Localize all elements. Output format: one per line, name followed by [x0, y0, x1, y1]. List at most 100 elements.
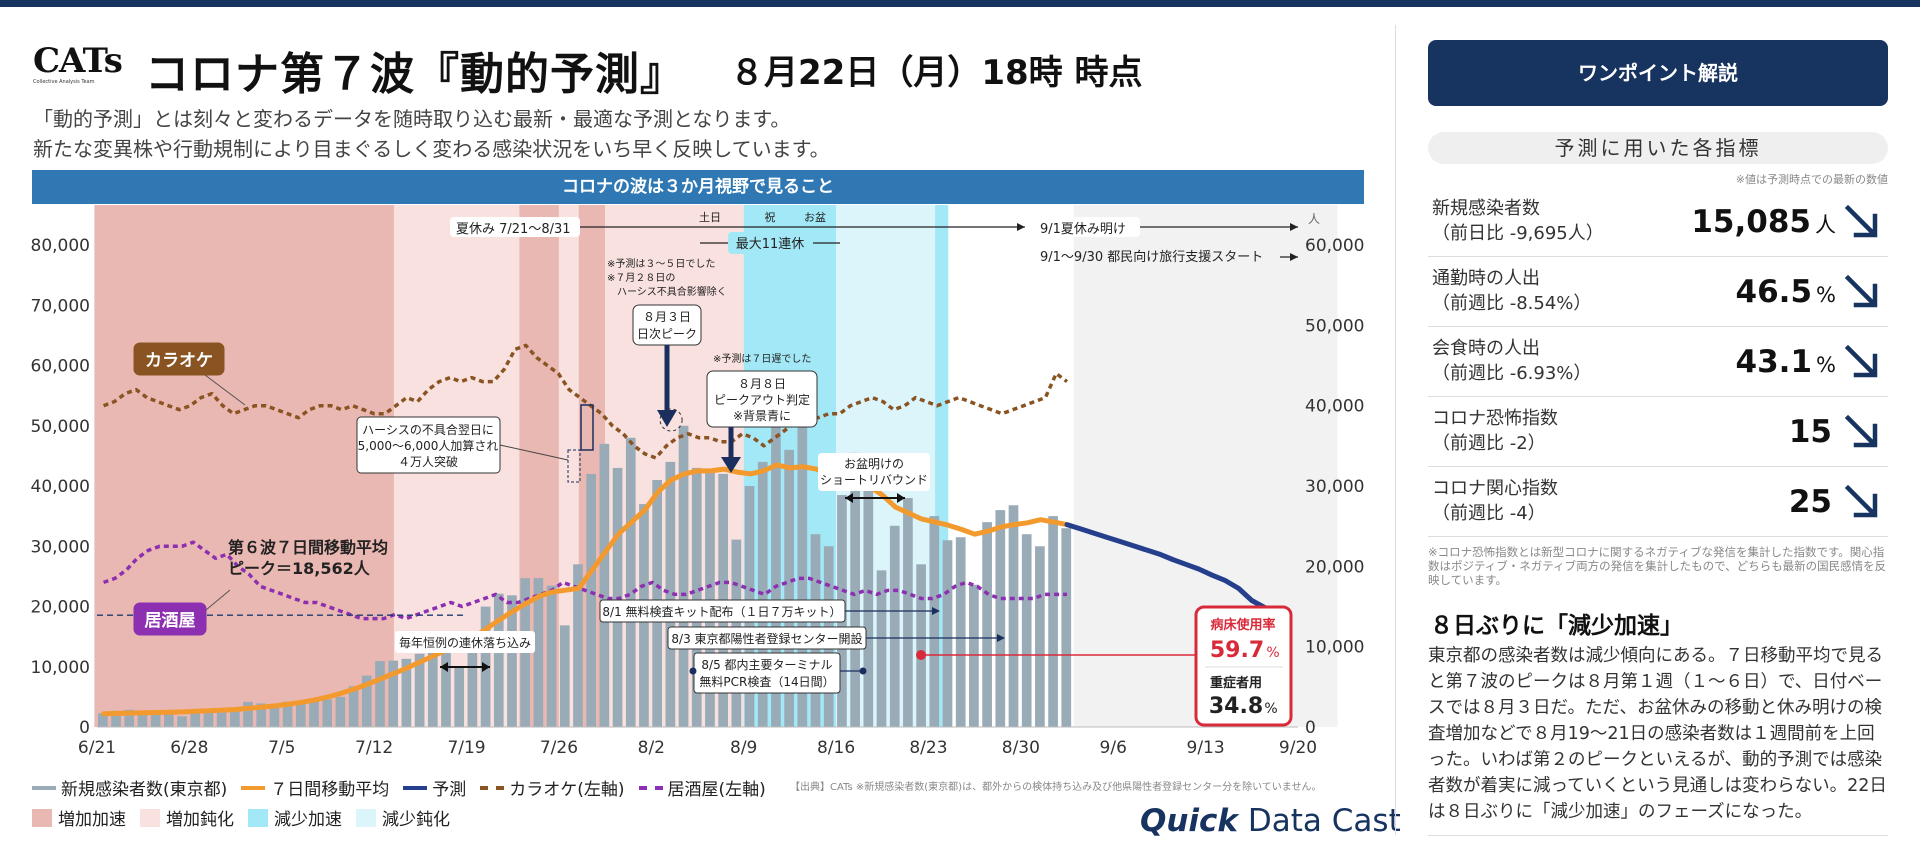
- summer-box: [450, 217, 580, 237]
- legend-swatch: [248, 808, 268, 827]
- bar: [493, 593, 504, 727]
- indicator-value: 25: [1788, 484, 1832, 520]
- y-right-tick: 30,000: [1305, 477, 1364, 497]
- bar: [454, 667, 465, 727]
- x-tick: 7/12: [355, 738, 393, 758]
- terminal-label: 8/5 都内主要ターミナル: [701, 658, 832, 672]
- bar: [441, 652, 451, 727]
- bar: [282, 701, 293, 727]
- izakaya-label: 居酒屋: [145, 610, 196, 631]
- holiday-drop-box: [395, 631, 535, 653]
- bar: [1021, 534, 1032, 727]
- sixth-wave-label: ピーク＝18,562人: [228, 559, 371, 578]
- x-tick: 7/26: [540, 738, 578, 758]
- x-tick: 8/23: [909, 738, 947, 758]
- bar: [401, 658, 412, 727]
- karaoke-label: カラオケ: [145, 351, 213, 371]
- legend-bars: 新規感染者数(東京都): [32, 775, 227, 800]
- kit-label: 8/1 無料検査キット配布（１日７万キット）: [602, 604, 841, 619]
- bar: [599, 443, 610, 727]
- indicators-heading: 予測に用いた各指標: [1428, 132, 1888, 164]
- predict-note: ※７月２８日の: [607, 272, 675, 284]
- bar: [586, 473, 597, 727]
- hers-highlight: [567, 449, 581, 483]
- y-left-tick: 40,000: [31, 477, 90, 497]
- bar: [546, 585, 557, 727]
- legend-swatch: [480, 785, 505, 790]
- bar: [969, 584, 979, 727]
- bar: [467, 636, 478, 727]
- obon-label: ショートリバウンド: [820, 473, 928, 487]
- hers-label: ハーシスの不具合翌日に: [362, 422, 494, 437]
- bed-label: 病床使用率: [1210, 617, 1275, 633]
- commentary-headline: ８日ぶりに「減少加速」: [1430, 613, 1683, 639]
- terminal-dot: [859, 667, 867, 675]
- y-right-tick: 20,000: [1305, 557, 1364, 577]
- arrow-head: [1290, 223, 1298, 231]
- legend-dec-accel: 減少加速: [248, 805, 342, 830]
- quick-data-cast-logo: Quick Data Cast: [1140, 803, 1401, 839]
- bar: [797, 425, 808, 727]
- center-label: 8/3 東京都陽性者登録センター開設: [671, 631, 862, 646]
- bar: [1035, 546, 1045, 727]
- as-of-date: ８月22日（月）18時 時点: [730, 53, 1143, 93]
- indicator-row: コロナ恐怖指数 （前週比 -2） 15: [1428, 398, 1888, 467]
- bar: [111, 710, 121, 727]
- y-right-unit: 人: [1308, 212, 1320, 226]
- severe-label: 重症者用: [1210, 675, 1262, 691]
- x-tick: 7/5: [268, 738, 295, 758]
- y-left-tick: 60,000: [31, 357, 90, 377]
- bed-value: 59.7: [1210, 638, 1264, 663]
- legend-swatch: [403, 785, 428, 790]
- down-right-arrow-icon: [1844, 414, 1878, 448]
- bar: [889, 525, 900, 727]
- legend-izakaya: 居酒屋(左軸): [638, 775, 766, 800]
- summer-end-label: 9/1夏休み明け: [1040, 222, 1126, 237]
- bar: [876, 570, 887, 727]
- peakout-note: ※予測は７日遅でした: [713, 352, 811, 365]
- bar: [771, 413, 781, 727]
- x-tick: 6/28: [170, 738, 208, 758]
- indicator-row: 会食時の人出 （前週比 -6.93%） 43.1%: [1428, 328, 1888, 397]
- legend-row-2: 増加加速 増加鈍化 減少加速 減少鈍化: [32, 805, 464, 830]
- covid-chart: 0 10,000 20,000 30,000 40,000 50,000 60,000 70,…: [31, 205, 1364, 758]
- terminal-label: 無料PCR検査（14日間）: [699, 674, 834, 689]
- legend-inc-slow: 増加鈍化: [140, 805, 234, 830]
- one-point-button[interactable]: ワンポイント解説: [1428, 40, 1888, 106]
- bar: [995, 510, 1006, 727]
- indicator-name: 通勤時の人出 （前週比 -8.54%）: [1432, 268, 1592, 314]
- travel-label: 9/1～9/30 都民向け旅行支援スタート: [1040, 249, 1263, 265]
- x-tick: 8/30: [1002, 738, 1040, 758]
- indicator-value: 15,085 人: [1691, 204, 1836, 240]
- bar: [229, 710, 240, 727]
- predict-note: ※予測は３～５日でした: [607, 257, 715, 270]
- description-line-2: 新たな変異株や行動規制により目まぐるしく変わる感染状況をいち早く反映しています。: [33, 137, 830, 161]
- peakout-label: ピークアウト判定: [714, 392, 810, 407]
- bar: [295, 701, 306, 727]
- summer-end-box: [1035, 217, 1140, 237]
- y-right-tick: 40,000: [1305, 397, 1364, 417]
- holiday-label: 祝: [765, 210, 776, 224]
- arrow-head: [1017, 223, 1025, 231]
- bar: [256, 703, 267, 727]
- peakout-label: ８月８日: [738, 377, 786, 391]
- bar: [1008, 505, 1019, 727]
- weekend-label: 土日: [699, 211, 721, 224]
- karaoke-leader: [204, 374, 246, 406]
- bar: [427, 650, 438, 727]
- obon-box: [818, 453, 930, 491]
- peak-arrow-head: [657, 410, 677, 427]
- y-left-tick: 10,000: [31, 658, 90, 678]
- hers-leader: [499, 444, 569, 461]
- sixth-wave-label: 第６波７日間移動平均: [228, 538, 388, 557]
- legend-swatch: [638, 785, 663, 790]
- summer-label: 夏休み 7/21～8/31: [456, 222, 571, 237]
- bar: [388, 660, 399, 727]
- legend-karaoke: カラオケ(左軸): [480, 775, 625, 800]
- down-right-arrow-icon: [1844, 484, 1878, 518]
- legend-row-1: 新規感染者数(東京都) ７日間移動平均 予測 カラオケ(左軸) 居酒屋(左軸): [32, 775, 780, 800]
- down-right-arrow-icon: [1844, 344, 1878, 378]
- description-line-1: 「動的予測」とは刻々と変わるデータを随時取り込む最新・最適な予測となります。: [33, 107, 791, 131]
- bar: [942, 540, 953, 727]
- hers-label: ４万人突破: [398, 454, 458, 469]
